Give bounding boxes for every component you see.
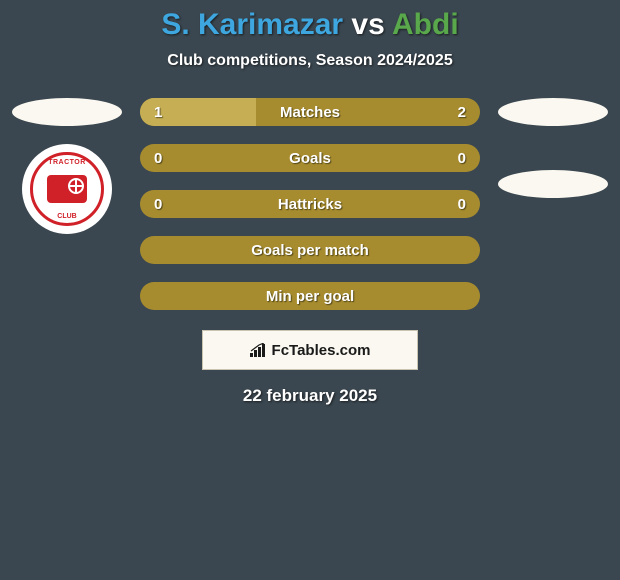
bar-label: Goals	[140, 150, 480, 167]
right-ellipse-2	[498, 170, 608, 198]
stats-card: S. Karimazar vs Abdi Club competitions, …	[0, 0, 620, 580]
club-bot-text: CLUB	[57, 213, 76, 220]
watermark: FcTables.com	[202, 330, 418, 370]
right-column	[498, 98, 608, 310]
right-ellipse-1	[498, 98, 608, 126]
bar-label: Hattricks	[140, 196, 480, 213]
club-badge-left: TRACTOR CLUB	[22, 144, 112, 234]
bar-label: Min per goal	[266, 288, 354, 305]
club-center-graphic	[47, 175, 87, 203]
watermark-text: FcTables.com	[272, 342, 371, 359]
content-row: TRACTOR CLUB 1Matches20Goals00Hattricks0…	[0, 98, 620, 310]
player-left-name: S. Karimazar	[161, 8, 343, 41]
bar-left-value: 0	[154, 196, 162, 213]
bar-label: Goals per match	[251, 242, 369, 259]
chart-icon	[250, 343, 268, 357]
stat-bar-matches: 1Matches2	[140, 98, 480, 126]
vs-text: vs	[351, 8, 392, 41]
date-text: 22 february 2025	[0, 386, 620, 406]
bar-left-value: 0	[154, 150, 162, 167]
club-top-text: TRACTOR	[48, 159, 86, 166]
tractor-wheel-icon	[68, 178, 84, 194]
left-column: TRACTOR CLUB	[12, 98, 122, 310]
stat-bar-goals: 0Goals0	[140, 144, 480, 172]
page-title: S. Karimazar vs Abdi	[0, 8, 620, 42]
stat-bars: 1Matches20Goals00Hattricks0Goals per mat…	[140, 98, 480, 310]
subtitle: Club competitions, Season 2024/2025	[0, 52, 620, 70]
bar-right-value: 0	[458, 196, 466, 213]
bar-label: Matches	[140, 104, 480, 121]
bar-right-value: 2	[458, 104, 466, 121]
club-badge-inner: TRACTOR CLUB	[30, 152, 104, 226]
left-ellipse-1	[12, 98, 122, 126]
stat-bar-hattricks: 0Hattricks0	[140, 190, 480, 218]
player-right-name: Abdi	[392, 8, 459, 41]
stat-bar-goals-per-match: Goals per match	[140, 236, 480, 264]
bar-left-value: 1	[154, 104, 162, 121]
bar-right-value: 0	[458, 150, 466, 167]
stat-bar-min-per-goal: Min per goal	[140, 282, 480, 310]
